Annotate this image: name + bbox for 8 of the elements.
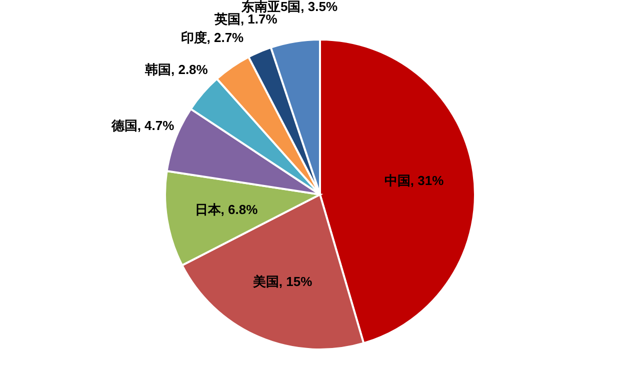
slice-label: 日本, 6.8% (194, 202, 258, 217)
slice-label: 英国, 1.7% (213, 12, 278, 27)
slice-label: 印度, 2.7% (180, 30, 244, 46)
slice-label: 韩国, 2.8% (144, 62, 208, 78)
slice-label: 美国, 15% (252, 274, 313, 289)
slice-label: 德国, 4.7% (110, 118, 175, 134)
slice-label: 东南亚5国, 3.5% (240, 0, 338, 14)
slice-label: 中国, 31% (384, 172, 444, 188)
